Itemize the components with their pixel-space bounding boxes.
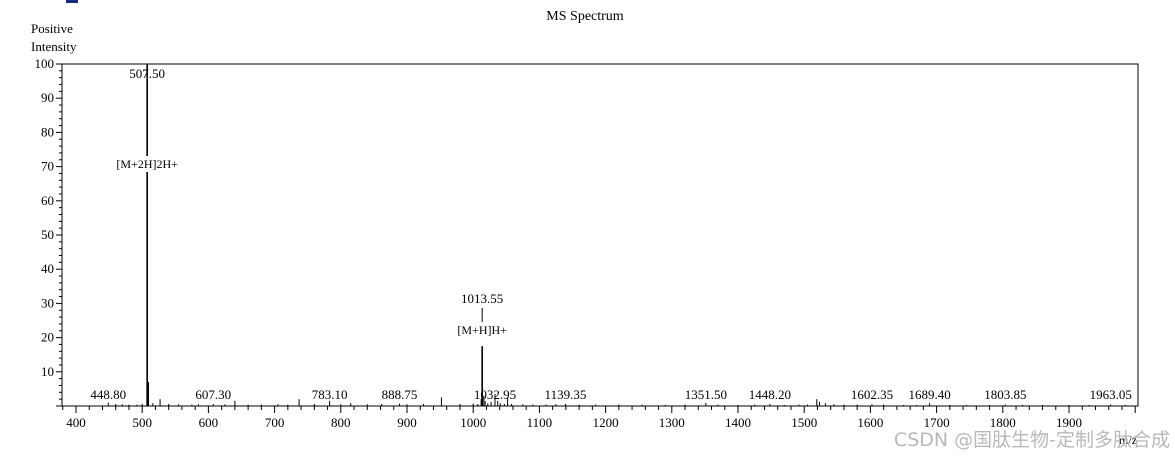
x-tick-label: 1900 (1056, 415, 1082, 430)
peak-labels: 448.80 607.30 783.10 888.75 1032.95 1139.35 13… (90, 66, 1131, 402)
peak-annotation: [M+H]H+ (457, 323, 507, 337)
x-tick-label: 400 (66, 415, 86, 430)
x-tick-label: 1600 (857, 415, 883, 430)
peak-annotation: [M+2H]2H+ (116, 157, 178, 171)
peak-label: 783.10 (312, 387, 348, 402)
y-tick-label: 80 (41, 124, 54, 139)
major-peak-label: 1013.55 (461, 291, 503, 306)
corner-mark (66, 0, 78, 3)
chart-title: MS Spectrum (546, 9, 624, 24)
x-tick-label: 600 (199, 415, 219, 430)
peak-label: 1689.40 (908, 387, 950, 402)
x-tick-label: 1300 (659, 415, 685, 430)
x-axis: 400 500 600 700 800 900 1000 1100 1200 1300 1400 15… (62, 406, 1136, 430)
x-tick-label: 1000 (460, 415, 486, 430)
y-tick-label: 100 (35, 56, 55, 71)
x-tick-label: 500 (132, 415, 152, 430)
y-tick-label: 70 (41, 159, 54, 174)
peak-label: 1448.20 (749, 387, 791, 402)
plot-frame (61, 63, 1139, 407)
x-tick-label: 1800 (990, 415, 1016, 430)
annotation-background (112, 156, 183, 172)
y-tick-label: 20 (41, 330, 54, 345)
x-tick-label: 1700 (924, 415, 950, 430)
peak-label: 1803.85 (984, 387, 1026, 402)
x-tick-label: 1200 (593, 415, 619, 430)
peak-label: 1139.35 (545, 387, 587, 402)
y-tick-label: 90 (41, 90, 54, 105)
x-tick-label: 1400 (725, 415, 751, 430)
peak-label: 888.75 (382, 387, 418, 402)
x-tick-label: 800 (331, 415, 351, 430)
watermark-text: CSDN @国肽生物-定制多肽合成 (894, 429, 1170, 451)
x-tick-label: 900 (397, 415, 417, 430)
x-tick-label: 1100 (527, 415, 553, 430)
major-peak-label: 507.50 (129, 66, 165, 81)
y-tick-label: 60 (41, 193, 54, 208)
x-axis-label: m/z (1119, 433, 1137, 447)
peak-label: 1351.50 (685, 387, 727, 402)
peak-label: 607.30 (195, 387, 231, 402)
y-axis: 10 20 30 40 50 60 70 80 90 100 (35, 56, 62, 407)
peak-label: 1032.95 (474, 387, 516, 402)
y-axis-label-line1: Positive (31, 21, 73, 36)
y-axis-label-line2: Intensity (31, 39, 77, 54)
y-tick-label: 30 (41, 295, 54, 310)
peak-label: 1963.05 (1090, 387, 1132, 402)
y-tick-label: 40 (41, 261, 54, 276)
x-tick-label: 700 (265, 415, 285, 430)
peak-label: 448.80 (90, 387, 126, 402)
x-tick-label: 1500 (791, 415, 817, 430)
y-tick-label: 50 (41, 227, 54, 242)
peak-label: 1602.35 (851, 387, 893, 402)
peaks-group (107, 64, 1126, 406)
y-tick-label: 10 (41, 364, 54, 379)
